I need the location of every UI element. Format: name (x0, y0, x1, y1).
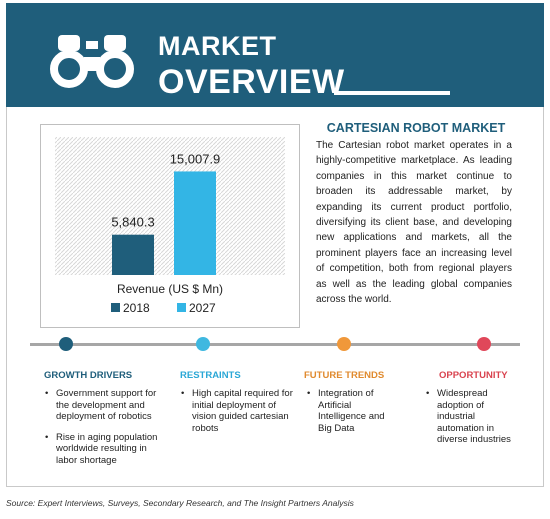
restraints-title: RESTRAINTS (180, 370, 241, 381)
restraints-list: High capital required for initial deploy… (180, 388, 300, 443)
timeline-dot-opportunity (477, 337, 491, 351)
x-axis-label: Revenue (US $ Mn) (117, 282, 223, 296)
timeline-dot-growth (59, 337, 73, 351)
market-title: CARTESIAN ROBOT MARKET (326, 121, 506, 135)
data-label-2018: 5,840.3 (111, 215, 154, 230)
list-item: Government support for the development a… (44, 388, 169, 423)
legend-swatch-2027 (177, 303, 186, 312)
opportunity-list: Widespread adoption of industrial automa… (425, 388, 517, 455)
timeline-dot-trends (337, 337, 351, 351)
binoculars-icon (50, 35, 134, 88)
legend-label-2027: 2027 (189, 301, 216, 315)
title-market: MARKET (158, 31, 277, 61)
revenue-chart: 5,840.3 15,007.9 Revenue (US $ Mn) 2018 2027 (40, 124, 300, 328)
future-trends-list: Integration of Artificial Intelligence a… (306, 388, 388, 443)
chart-svg: 5,840.3 15,007.9 Revenue (US $ Mn) 2018 2027 (55, 137, 285, 315)
timeline-line (30, 343, 520, 346)
bar-2027 (174, 171, 216, 275)
market-description: The Cartesian robot market operates in a… (316, 140, 512, 306)
legend-swatch-2018 (111, 303, 120, 312)
chart-plot-area (55, 137, 285, 275)
source-note: Source: Expert Interviews, Surveys, Seco… (6, 498, 354, 508)
timeline-dot-restraints (196, 337, 210, 351)
list-item: Rise in aging population worldwide resul… (44, 432, 169, 467)
opportunity-title: OPPORTUNITY (439, 370, 508, 381)
data-label-2027: 15,007.9 (170, 151, 221, 166)
growth-drivers-title: GROWTH DRIVERS (44, 370, 133, 381)
header-banner: MARKET OVERVIEW (6, 3, 544, 107)
list-item: High capital required for initial deploy… (180, 388, 300, 434)
list-item: Integration of Artificial Intelligence a… (306, 388, 388, 434)
bar-2018 (112, 234, 154, 275)
legend-label-2018: 2018 (123, 301, 150, 315)
title-overview: OVERVIEW (158, 63, 345, 101)
list-item: Widespread adoption of industrial automa… (425, 388, 517, 446)
growth-drivers-list: Government support for the development a… (44, 388, 169, 475)
future-trends-title: FUTURE TRENDS (304, 370, 385, 381)
title-underline (334, 91, 450, 95)
